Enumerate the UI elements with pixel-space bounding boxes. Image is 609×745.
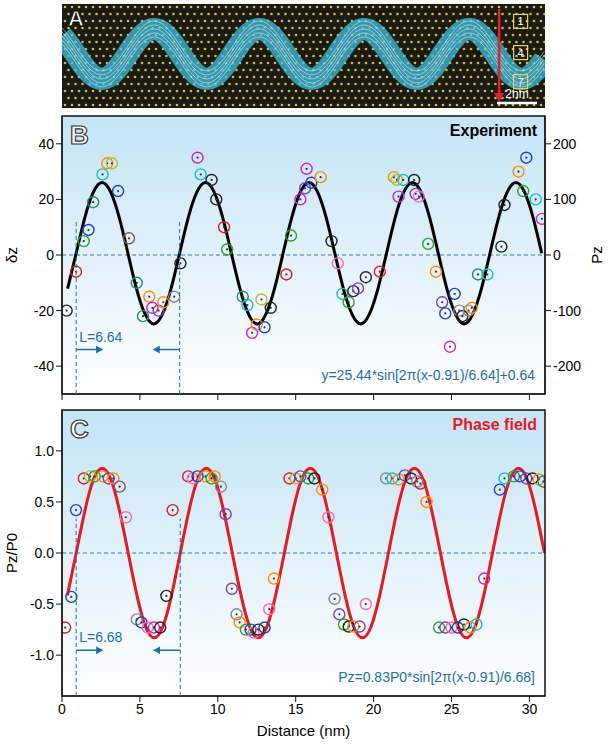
svg-text:C: C xyxy=(70,414,89,444)
svg-text:0.0: 0.0 xyxy=(35,545,55,561)
svg-text:100: 100 xyxy=(553,191,577,207)
svg-text:20: 20 xyxy=(38,191,54,207)
svg-text:15: 15 xyxy=(288,701,304,717)
svg-text:-20: -20 xyxy=(34,303,54,319)
svg-text:20: 20 xyxy=(366,701,382,717)
svg-text:1.0: 1.0 xyxy=(35,443,55,459)
svg-text:7: 7 xyxy=(518,76,524,88)
svg-text:30: 30 xyxy=(522,701,538,717)
svg-text:L=6.68: L=6.68 xyxy=(79,629,122,645)
svg-text:A: A xyxy=(68,6,84,31)
svg-text:-40: -40 xyxy=(34,358,54,374)
svg-text:Pz: Pz xyxy=(588,246,605,264)
svg-text:-0.5: -0.5 xyxy=(30,596,54,612)
svg-text:Distance (nm): Distance (nm) xyxy=(257,722,350,739)
svg-text:4: 4 xyxy=(518,47,524,59)
svg-text:B: B xyxy=(70,120,89,150)
svg-text:200: 200 xyxy=(553,136,577,152)
svg-text:-200: -200 xyxy=(553,358,581,374)
svg-text:0.5: 0.5 xyxy=(35,494,55,510)
svg-text:y=25.44*sin[2π(x-0.91)/6.64]+0: y=25.44*sin[2π(x-0.91)/6.64]+0.64 xyxy=(321,367,535,383)
svg-text:5: 5 xyxy=(136,701,144,717)
svg-text:L=6.64: L=6.64 xyxy=(79,329,122,345)
svg-text:10: 10 xyxy=(210,701,226,717)
svg-text:δz: δz xyxy=(3,247,20,263)
svg-text:Pz/P0: Pz/P0 xyxy=(3,533,20,573)
svg-text:40: 40 xyxy=(38,136,54,152)
svg-text:Pz=0.83P0*sin[2π(x-0.91)/6.68]: Pz=0.83P0*sin[2π(x-0.91)/6.68] xyxy=(338,669,535,685)
svg-text:Experiment: Experiment xyxy=(450,122,538,139)
svg-text:0: 0 xyxy=(46,247,54,263)
svg-text:Phase field: Phase field xyxy=(453,416,537,433)
svg-text:-100: -100 xyxy=(553,303,581,319)
svg-text:0: 0 xyxy=(58,701,66,717)
svg-text:-1.0: -1.0 xyxy=(30,647,54,663)
svg-text:0: 0 xyxy=(553,247,561,263)
svg-text:1: 1 xyxy=(518,15,524,27)
svg-text:25: 25 xyxy=(444,701,460,717)
svg-text:2nm: 2nm xyxy=(505,87,528,101)
